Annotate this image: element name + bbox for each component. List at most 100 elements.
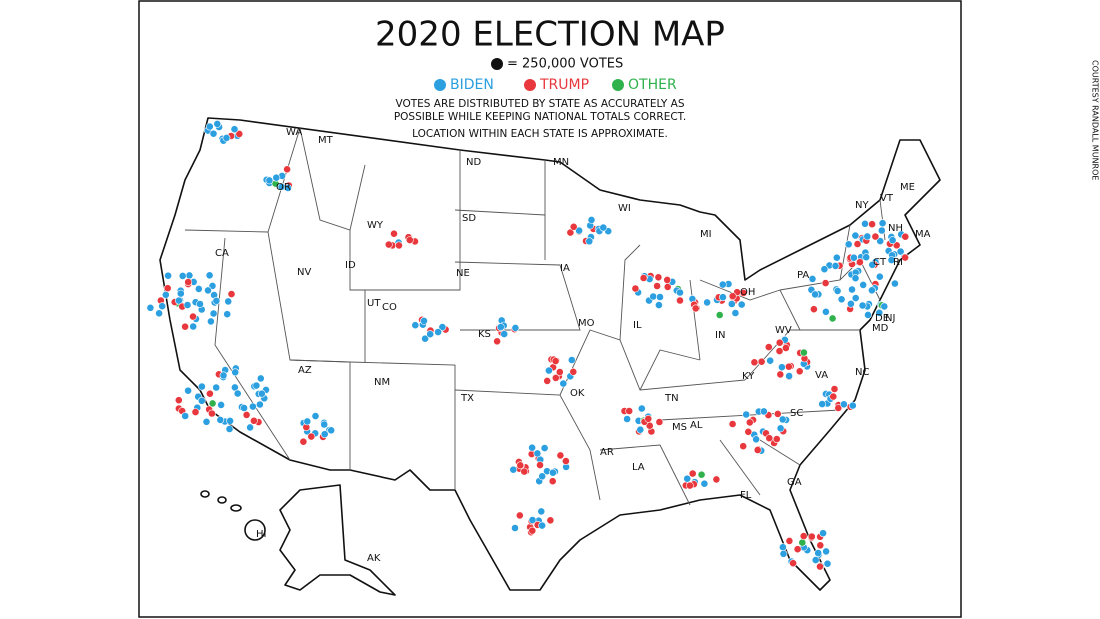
vote-dot: [500, 330, 509, 338]
vote-dot: [559, 379, 568, 388]
vote-dot: [212, 383, 221, 392]
vote-dot: [543, 376, 552, 385]
vote-dot: [184, 386, 192, 395]
state-label: MT: [318, 135, 334, 146]
vote-dot: [299, 437, 308, 446]
vote-dot: [587, 215, 596, 224]
vote-dot: [655, 301, 663, 309]
vote-dot: [420, 316, 428, 325]
vote-dot: [739, 442, 748, 451]
vote-dot: [676, 288, 684, 297]
vote-dot: [246, 423, 254, 432]
vote-dot: [230, 125, 239, 134]
vote-dot: [219, 371, 228, 380]
vote-dot: [548, 477, 557, 486]
vote-dot: [303, 417, 312, 426]
vote-dot: [844, 240, 853, 249]
vote-dot: [691, 304, 700, 313]
state-label: TX: [460, 393, 474, 404]
state-label: MI: [700, 229, 712, 240]
vote-dot: [799, 532, 808, 540]
vote-dot: [793, 545, 802, 554]
vote-dot: [850, 253, 858, 262]
vote-dot: [663, 275, 672, 284]
vote-dot: [784, 362, 793, 371]
vote-dot: [775, 347, 784, 355]
vote-dot: [814, 549, 823, 557]
vote-dot: [204, 286, 212, 295]
vote-dot: [184, 278, 193, 286]
state-label: WA: [286, 127, 302, 138]
vote-dot: [533, 449, 542, 458]
vote-dot: [876, 237, 885, 245]
vote-dot: [785, 537, 794, 545]
vote-dot: [158, 302, 167, 311]
us-outline: [159, 117, 941, 591]
vote-dot: [875, 272, 884, 281]
legend-dot: [612, 79, 624, 91]
vote-dot: [772, 435, 781, 443]
state-label: MA: [915, 229, 931, 240]
state-label: UT: [367, 298, 381, 309]
vote-dot: [191, 408, 200, 416]
vote-dot: [871, 232, 880, 241]
vote-dot: [585, 237, 594, 246]
state-label: VT: [880, 193, 894, 204]
state-label: KS: [478, 329, 491, 340]
vote-dot: [848, 401, 857, 410]
vote-dot: [820, 265, 829, 274]
vote-dot: [811, 556, 820, 564]
vote-dot: [654, 273, 663, 282]
vote-dot: [569, 367, 578, 376]
vote-dot: [217, 400, 225, 409]
state-label: WV: [775, 325, 792, 336]
state-label: OK: [570, 388, 585, 399]
vote-dot: [411, 321, 420, 330]
vote-dot: [821, 279, 830, 287]
vote-dot: [880, 302, 889, 311]
vote-dot: [566, 228, 575, 237]
vote-dot: [515, 511, 524, 520]
vote-dot: [240, 404, 248, 412]
vote-dot: [676, 296, 684, 305]
vote-dot: [549, 468, 557, 477]
vote-dot: [207, 409, 216, 418]
vote-dot: [728, 420, 737, 428]
vote-dot: [715, 311, 724, 319]
vote-dot: [775, 338, 784, 347]
vote-dot: [194, 284, 203, 293]
vote-dot: [798, 538, 807, 547]
vote-dot: [197, 396, 206, 405]
vote-dot: [757, 357, 766, 366]
vote-dot: [164, 271, 172, 280]
hawaii: [200, 490, 266, 541]
vote-dot: [242, 410, 251, 419]
scale-label: = 250,000 VOTES: [507, 57, 623, 72]
vote-dot: [697, 470, 706, 479]
vote-dot: [205, 122, 214, 131]
state-label: MS: [672, 422, 687, 433]
vote-dot: [868, 260, 877, 269]
state-label: FL: [740, 490, 752, 501]
vote-dot: [728, 292, 737, 301]
vote-dot: [875, 308, 884, 317]
vote-dot: [509, 465, 518, 474]
vote-dot: [249, 416, 258, 425]
vote-dot: [528, 443, 536, 452]
vote-dot: [686, 481, 694, 490]
vote-dot: [536, 461, 544, 469]
vote-dot: [575, 226, 583, 235]
vote-dot: [421, 334, 429, 343]
vote-dot: [859, 280, 868, 289]
vote-dot: [773, 409, 782, 418]
state-label: GA: [787, 477, 802, 488]
vote-dot: [891, 279, 899, 288]
vote-dot: [631, 284, 640, 293]
vote-dot: [178, 271, 187, 280]
vote-dot: [233, 389, 242, 398]
vote-dot: [753, 446, 762, 454]
state-label: IL: [633, 320, 642, 331]
state-label: PA: [797, 270, 809, 281]
state-labels: WA MT ND MN OR WI MI NY VT ME NH MA SD WY ID IA NE NV UT CO…: [215, 127, 931, 564]
vote-dot: [877, 226, 886, 235]
